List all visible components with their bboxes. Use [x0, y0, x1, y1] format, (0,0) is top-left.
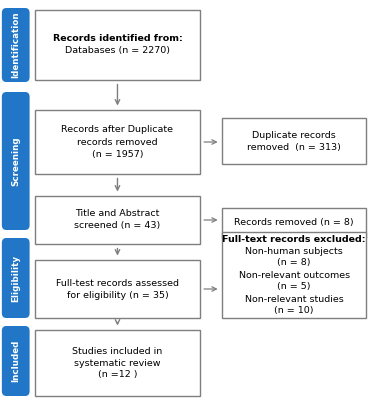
Text: Full-text records excluded:: Full-text records excluded:: [222, 234, 366, 244]
Text: (n =12 ): (n =12 ): [98, 370, 137, 380]
Bar: [35, 110, 200, 174]
Text: removed  (n = 313): removed (n = 313): [247, 142, 341, 152]
Text: Screening: Screening: [11, 136, 20, 186]
Text: Non-human subjects: Non-human subjects: [245, 246, 343, 256]
Text: Records removed (n = 8): Records removed (n = 8): [234, 218, 354, 228]
Text: Identification: Identification: [11, 12, 20, 78]
Bar: [222, 208, 366, 238]
FancyBboxPatch shape: [2, 92, 30, 230]
Text: Records identified from:: Records identified from:: [53, 34, 182, 44]
Text: (n = 5): (n = 5): [278, 282, 311, 292]
Text: Non-relevant studies: Non-relevant studies: [245, 294, 343, 304]
Bar: [222, 118, 366, 164]
FancyBboxPatch shape: [2, 238, 30, 318]
Text: (n = 1957): (n = 1957): [92, 150, 143, 158]
Bar: [35, 260, 200, 318]
Text: screened (n = 43): screened (n = 43): [74, 222, 161, 230]
Text: Records after Duplicate: Records after Duplicate: [61, 126, 174, 134]
Text: Title and Abstract: Title and Abstract: [75, 210, 160, 218]
Text: Duplicate records: Duplicate records: [252, 130, 336, 140]
Text: Databases (n = 2270): Databases (n = 2270): [65, 46, 170, 56]
Text: Full-test records assessed: Full-test records assessed: [56, 278, 179, 288]
Bar: [35, 330, 200, 396]
Text: Included: Included: [11, 340, 20, 382]
Text: Studies included in: Studies included in: [73, 346, 162, 356]
Text: (n = 10): (n = 10): [275, 306, 314, 316]
Text: Eligibility: Eligibility: [11, 254, 20, 302]
Text: for eligibility (n = 35): for eligibility (n = 35): [67, 290, 168, 300]
FancyBboxPatch shape: [2, 8, 30, 82]
Bar: [35, 10, 200, 80]
Bar: [35, 196, 200, 244]
Bar: [222, 232, 366, 318]
Text: systematic review: systematic review: [74, 358, 161, 368]
FancyBboxPatch shape: [2, 326, 30, 396]
Text: records removed: records removed: [77, 138, 158, 146]
Text: Non-relevant outcomes: Non-relevant outcomes: [239, 270, 350, 280]
Text: (n = 8): (n = 8): [278, 258, 311, 268]
